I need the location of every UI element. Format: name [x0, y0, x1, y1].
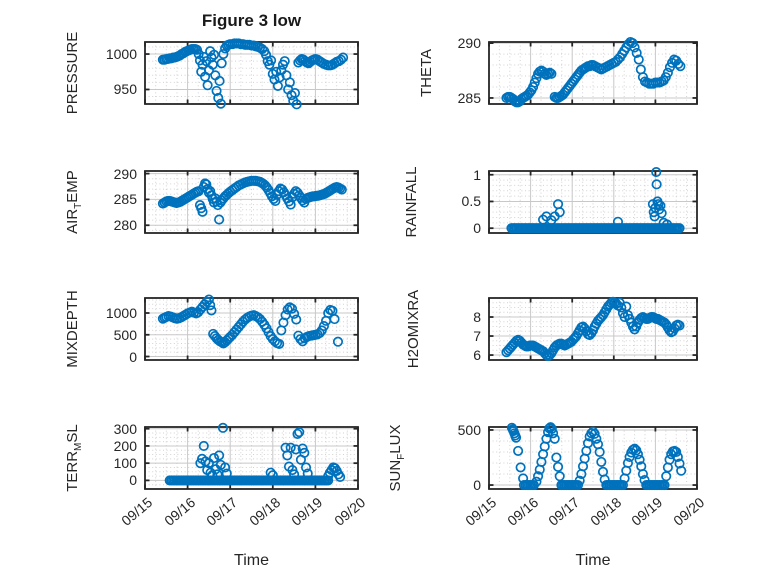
- y-axis-label-rainfall: RAINFALL: [403, 132, 423, 272]
- y-tick-label: 1: [473, 167, 481, 183]
- axes-box: [488, 41, 698, 105]
- axis-ticks: [488, 42, 698, 104]
- y-tick-label: 0: [473, 477, 481, 493]
- y-axis-label-text: THETA: [418, 48, 435, 98]
- y-tick-label: 500: [113, 327, 137, 343]
- y-tick-label: 6: [473, 347, 481, 363]
- axis-ticks: [144, 298, 359, 360]
- y-tick-label: 290: [457, 35, 481, 51]
- subplot-mixdepth: [144, 294, 359, 361]
- y-axis-label-pressure: PRESSURE: [64, 3, 84, 143]
- scatter-series: [501, 36, 686, 108]
- y-axis-label-text: H2OMIXRA: [405, 289, 422, 369]
- y-axis-label-text: PRESSURE: [64, 31, 81, 115]
- scatter-series: [157, 38, 349, 110]
- y-tick-label: 0: [129, 349, 137, 365]
- y-tick-label: 8: [473, 309, 481, 325]
- x-tick-label-text: 09/15: [118, 494, 156, 529]
- axes-box: [144, 170, 359, 234]
- y-axis-label-text: SUN: [387, 459, 404, 492]
- scatter-series: [157, 175, 347, 225]
- y-tick-label: 0.5: [461, 193, 481, 209]
- subplot-h2omixra: [488, 296, 698, 362]
- figure-title: Figure 3 low: [201, 11, 302, 30]
- y-tick-label: 1000: [105, 46, 137, 62]
- axis-ticks: [144, 42, 359, 104]
- y-axis-label-text: SL: [64, 424, 81, 443]
- y-axis-label-sun-flux: SUNFLUX: [387, 388, 407, 528]
- y-axis-label-text: EMP: [64, 170, 81, 203]
- axes-box: [144, 426, 359, 490]
- y-axis-label-text: LUX: [387, 424, 404, 454]
- y-tick-label: 100: [113, 455, 137, 471]
- y-tick-label: 290: [113, 166, 137, 182]
- axis-ticks: [144, 171, 359, 233]
- scatter-series: [506, 167, 685, 234]
- subplot-theta: [488, 36, 698, 108]
- y-tick-label: 0: [473, 220, 481, 236]
- y-axis-label-h2omixra: H2OMIXRA: [405, 259, 425, 399]
- y-axis-label-text: TERR: [64, 450, 81, 492]
- y-tick-label: 500: [457, 422, 481, 438]
- scatter-series: [506, 422, 687, 491]
- scatter-series: [164, 422, 346, 486]
- y-tick-label: 300: [113, 421, 137, 437]
- y-axis-label-subscript: M: [73, 442, 84, 451]
- scatter-series: [501, 296, 685, 362]
- axes-box: [144, 297, 359, 361]
- subplot-sun-flux: [488, 422, 698, 491]
- y-tick-label: 1000: [105, 305, 137, 321]
- y-tick-label: 285: [113, 191, 137, 207]
- y-axis-label-text: AIR: [64, 208, 81, 234]
- axes-box: [488, 297, 698, 361]
- major-grid: [489, 42, 697, 104]
- y-axis-label-text: MIXDEPTH: [64, 290, 81, 368]
- subplot-pressure: [144, 38, 359, 110]
- y-axis-label-terr-msl: TERRMSL: [64, 388, 84, 528]
- subplot-rainfall: [488, 167, 698, 234]
- x-tick-label-text: 09/15: [462, 494, 500, 529]
- subplot-air-temp: [144, 170, 359, 234]
- y-axis-label-subscript: T: [73, 202, 84, 209]
- y-axis-label-subscript: F: [396, 453, 407, 460]
- scatter-series: [157, 294, 344, 349]
- x-axis-label-left: Time: [234, 552, 269, 569]
- y-tick-label: 200: [113, 438, 137, 454]
- y-axis-label-air-temp: AIRTEMP: [64, 132, 84, 272]
- y-tick-label: 0: [129, 472, 137, 488]
- y-tick-label: 285: [457, 90, 481, 106]
- y-tick-label: 7: [473, 328, 481, 344]
- subplot-terr-msl: [144, 422, 359, 490]
- y-tick-label: 950: [113, 81, 137, 97]
- y-axis-label-theta: THETA: [418, 3, 438, 143]
- y-tick-label: 280: [113, 217, 137, 233]
- x-axis-label-right: Time: [575, 552, 611, 569]
- y-axis-label-text: RAINFALL: [403, 166, 420, 238]
- axis-ticks: [488, 298, 698, 360]
- y-axis-label-mixdepth: MIXDEPTH: [64, 259, 84, 399]
